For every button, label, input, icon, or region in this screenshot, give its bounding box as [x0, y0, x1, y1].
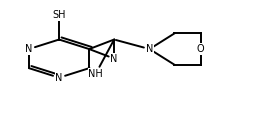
- Text: N: N: [146, 44, 153, 54]
- Text: SH: SH: [52, 10, 66, 20]
- Text: N: N: [25, 44, 33, 54]
- Text: NH: NH: [89, 69, 103, 79]
- Text: O: O: [197, 44, 205, 54]
- Text: N: N: [111, 54, 118, 64]
- Text: N: N: [55, 73, 63, 83]
